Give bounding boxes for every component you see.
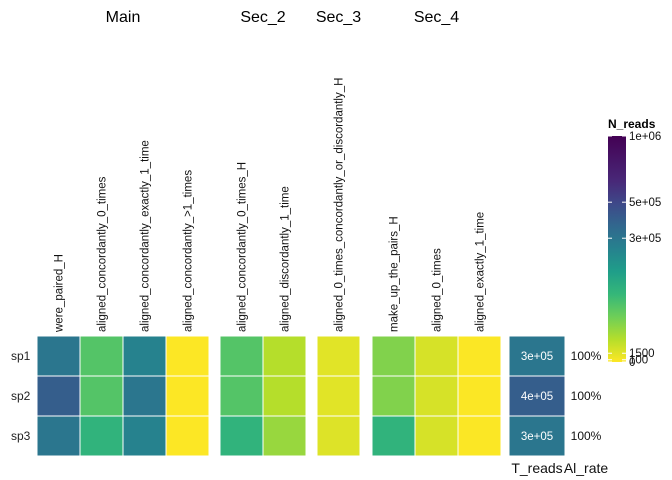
al-rate-value: 100% xyxy=(571,389,602,403)
t-reads-cell xyxy=(508,335,566,377)
footer-labels: T_reads Al_rate xyxy=(511,460,608,476)
heatmap-cell xyxy=(414,415,459,457)
heatmap-cell xyxy=(219,415,264,457)
heatmap-cell xyxy=(457,415,502,457)
legend-colorbar xyxy=(608,136,626,362)
heatmap-cell xyxy=(122,375,167,417)
legend-tick-label: 100 xyxy=(629,355,648,367)
row-label-sp3: sp3 xyxy=(11,429,31,443)
al-rate-value: 100% xyxy=(571,349,602,363)
section-titles: Main Sec_2 Sec_3 Sec_4 xyxy=(106,9,460,26)
al-rate-label: Al_rate xyxy=(564,460,609,476)
legend-tick-label: 3e+05 xyxy=(629,233,661,245)
heatmap-cell xyxy=(165,335,210,377)
heatmap-cell xyxy=(457,335,502,377)
row-labels: sp1 sp2 sp3 xyxy=(11,349,31,443)
column-label: aligned_concordantly_0_times xyxy=(97,176,109,332)
heatmap-cell xyxy=(79,415,124,457)
heatmap-cell xyxy=(414,375,459,417)
heatmap-cell xyxy=(371,375,416,417)
legend-tick-label: 1e+06 xyxy=(629,131,661,143)
section-title-sec-3: Sec_3 xyxy=(316,9,361,26)
column-label: aligned_discordantly_1_time xyxy=(280,186,292,332)
heatmap-cell xyxy=(316,335,361,377)
t-reads-label: T_reads xyxy=(511,460,562,476)
heatmap-cell xyxy=(262,415,307,457)
heatmap-cell xyxy=(165,415,210,457)
column-label: aligned_concordantly_>1_times xyxy=(183,170,195,332)
heatmap-cell xyxy=(79,375,124,417)
column-label: make_up_the_pairs_H xyxy=(389,216,401,332)
t-reads-value: 3e+05 xyxy=(521,351,553,363)
legend-title: N_reads xyxy=(608,117,656,131)
column-label: aligned_concordantly_exactly_1_time xyxy=(140,140,152,332)
legend-tick-label: 0 xyxy=(629,357,635,369)
al-rate-value: 100% xyxy=(571,429,602,443)
heatmap-cell xyxy=(36,375,81,417)
t-reads-cell xyxy=(508,375,566,417)
heatmap-cell xyxy=(122,415,167,457)
heatmap-cell xyxy=(371,415,416,457)
t-reads-value: 4e+05 xyxy=(521,391,553,403)
column-label: aligned_0_times xyxy=(432,248,444,332)
row-label-sp1: sp1 xyxy=(11,349,31,363)
heatmap-cell xyxy=(316,415,361,457)
heatmap-cell xyxy=(262,375,307,417)
al-rate-column: 100% 100% 100% xyxy=(571,349,602,443)
section-title-sec-4: Sec_4 xyxy=(414,9,459,26)
heatmap-cell xyxy=(262,335,307,377)
heatmap-cell xyxy=(457,375,502,417)
legend-tick-label: 5e+05 xyxy=(629,197,661,209)
heatmap-cell xyxy=(36,415,81,457)
section-title-sec-2: Sec_2 xyxy=(240,9,285,26)
heatmap-cell xyxy=(165,375,210,417)
column-label: were_paired_H xyxy=(54,254,66,333)
heatmap-cell xyxy=(414,335,459,377)
column-labels: were_paired_H aligned_concordantly_0_time… xyxy=(54,78,487,333)
column-label: aligned_exactly_1_time xyxy=(475,212,487,332)
section-title-main: Main xyxy=(106,9,141,26)
column-label: aligned_concordantly_0_times_H xyxy=(237,162,249,332)
heatmap-cell xyxy=(371,335,416,377)
heatmap-cell xyxy=(122,335,167,377)
heatmap-cell xyxy=(36,335,81,377)
heatmap-cell xyxy=(219,375,264,417)
row-label-sp2: sp2 xyxy=(11,389,31,403)
heatmap-cell xyxy=(79,335,124,377)
legend-tick-label: 1500 xyxy=(629,348,655,360)
heatmap-cells xyxy=(36,335,502,457)
t-reads-cell xyxy=(508,415,566,457)
t-reads-value: 3e+05 xyxy=(521,431,553,443)
heatmap-cell xyxy=(219,335,264,377)
heatmap-cell xyxy=(316,375,361,417)
t-reads-column: 3e+05 4e+05 3e+05 xyxy=(508,335,566,457)
column-label: aligned_0_times_concordantly_or_discorda… xyxy=(334,78,346,332)
